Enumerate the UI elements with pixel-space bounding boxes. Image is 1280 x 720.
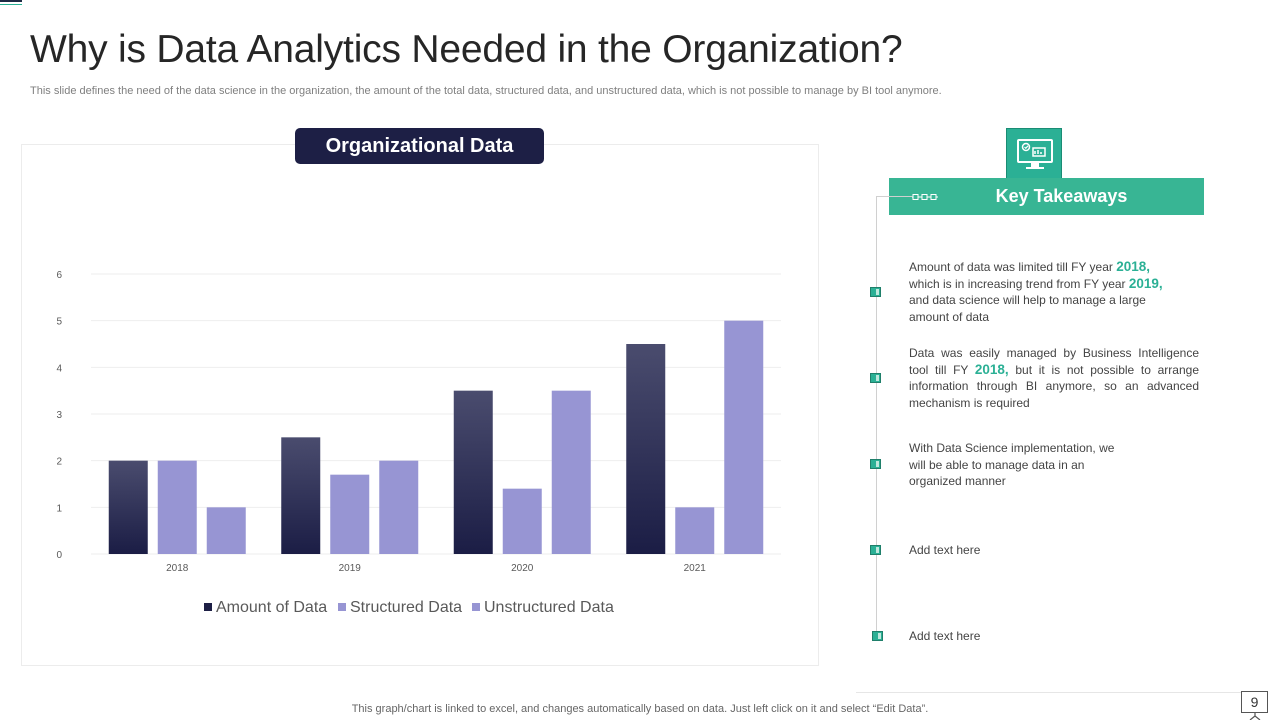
takeaway-item-2: Data was easily managed by Business Inte…: [909, 345, 1199, 411]
y-tick-label: 4: [56, 363, 62, 374]
bar-amount-of-data: [108, 460, 148, 554]
y-tick-label: 1: [56, 503, 62, 514]
legend-label: Structured Data: [350, 599, 462, 616]
bullet-marker: [872, 631, 883, 641]
x-tick-label: 2019: [339, 563, 362, 574]
corner-decoration: [0, 0, 22, 5]
takeaway-item-1: Amount of data was limited till FY year …: [909, 259, 1171, 325]
bar-amount-of-data: [453, 390, 493, 554]
takeaway-text: which is in increasing trend from FY yea…: [909, 276, 1129, 291]
x-tick-label: 2021: [684, 563, 707, 574]
highlight-year: 2018,: [974, 361, 1009, 377]
bullet-marker: [870, 545, 881, 555]
page-title: Why is Data Analytics Needed in the Orga…: [30, 28, 903, 71]
page-subtitle: This slide defines the need of the data …: [30, 85, 942, 97]
bar-amount-of-data: [281, 437, 321, 554]
legend-label: Amount of Data: [216, 599, 327, 616]
legend-swatch: [338, 603, 346, 611]
legend-swatch: [204, 603, 212, 611]
monitor-analytics-icon: [1006, 128, 1062, 182]
timeline-line: [876, 196, 877, 636]
bullet-marker: [870, 373, 881, 383]
connector-dots-icon: [912, 194, 938, 200]
takeaway-text: Data was easily managed by Business Inte…: [909, 346, 1199, 377]
y-tick-label: 0: [56, 550, 62, 561]
bar-unstructured-data: [724, 320, 764, 554]
bar-structured-data: [502, 488, 542, 554]
highlight-year: 2019,: [1128, 275, 1163, 291]
bullet-marker: [870, 459, 881, 469]
takeaway-item-5: Add text here: [909, 629, 981, 643]
presentation-stand-icon: [1249, 713, 1261, 720]
y-tick-label: 3: [56, 410, 62, 421]
bar-unstructured-data: [379, 460, 419, 554]
highlight-year: 2018,: [1116, 259, 1150, 274]
takeaway-text: Amount of data was limited till FY year: [909, 260, 1117, 274]
bar-structured-data: [330, 474, 370, 554]
bar-amount-of-data: [626, 344, 666, 554]
timeline-connector: [876, 196, 912, 197]
divider: [856, 692, 1256, 693]
legend-swatch: [472, 603, 480, 611]
bar-unstructured-data: [206, 507, 246, 554]
legend-label: Unstructured Data: [484, 599, 614, 616]
x-tick-label: 2018: [166, 563, 189, 574]
y-tick-label: 5: [56, 317, 62, 328]
page-number: 9: [1241, 691, 1268, 713]
chart-title-badge: Organizational Data: [295, 128, 544, 164]
footer-note: This graph/chart is linked to excel, and…: [351, 703, 929, 715]
bar-chart[interactable]: 0 1 2 3 4 5 6 2018 2019 2020 2021 Amount of Data S…: [21, 144, 819, 666]
takeaway-text: and data science will help to manage a l…: [909, 293, 1146, 324]
y-tick-label: 2: [56, 457, 62, 468]
bar-structured-data: [675, 507, 715, 554]
chart-frame[interactable]: [21, 144, 819, 666]
takeaway-item-4: Add text here: [909, 543, 981, 557]
takeaway-item-3: With Data Science implementation, we wil…: [909, 441, 1115, 488]
y-tick-label: 6: [56, 270, 62, 281]
x-tick-label: 2020: [511, 563, 534, 574]
key-takeaways-header: Key Takeaways: [889, 178, 1204, 215]
takeaway-text: but it is not possible to arrange inform…: [909, 362, 1199, 410]
bullet-marker: [870, 287, 881, 297]
bar-structured-data: [157, 460, 197, 554]
bar-unstructured-data: [551, 390, 591, 554]
